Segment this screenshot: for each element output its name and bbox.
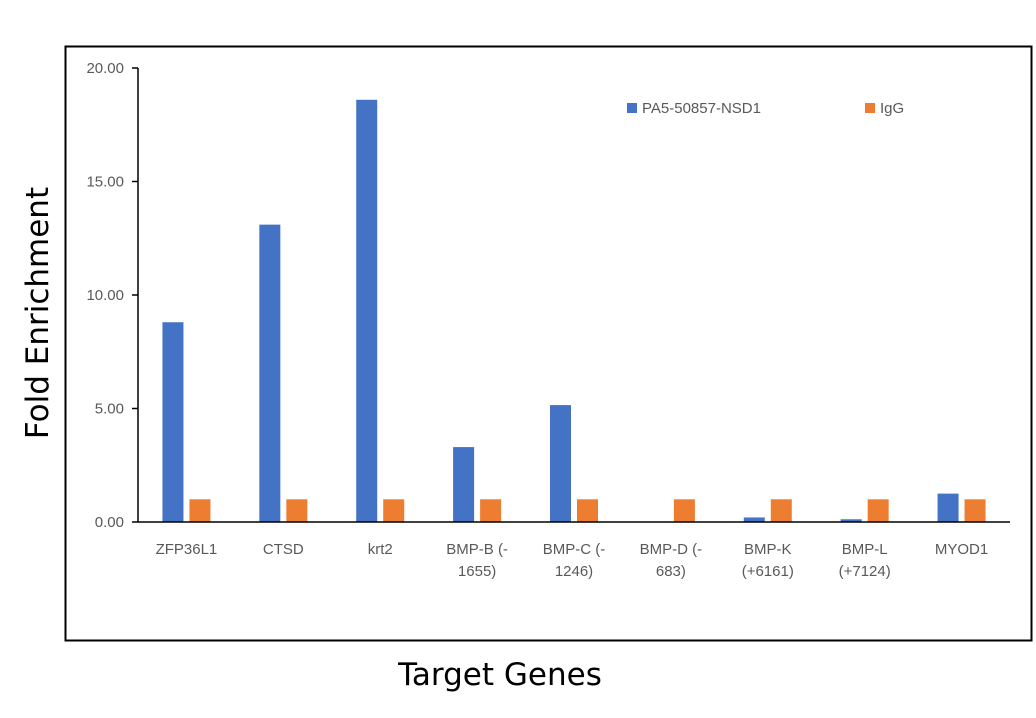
plot-area: 0.00 5.00 10.00 15.00 20.00 ZFP36L1 CTSD krt2 BM… [86, 60, 1010, 580]
chart-frame [64, 45, 1033, 642]
bar-igg [189, 499, 211, 522]
x-category-label: (+7124) [839, 563, 891, 580]
bar-igg [867, 499, 889, 522]
x-category-label: BMP-K [744, 541, 792, 558]
bar-primary [550, 405, 571, 522]
y-tick-label: 15.00 [86, 174, 124, 191]
x-category-label: BMP-D (- [640, 541, 703, 558]
bar-primary [453, 447, 475, 522]
legend: PA5-50857-NSD1 IgG [627, 100, 904, 117]
y-tick-label: 0.00 [95, 514, 124, 531]
bar-primary [356, 99, 378, 522]
y-axis-title: Fold Enrichment [20, 187, 56, 439]
bar-igg [770, 499, 792, 522]
x-category-label: 1655) [458, 563, 496, 580]
x-category-label: (+6161) [742, 563, 794, 580]
y-tick-label: 5.00 [95, 401, 124, 418]
bar-primary [162, 322, 184, 522]
x-category-label: BMP-C (- [543, 541, 606, 558]
legend-label: IgG [880, 100, 904, 117]
bar-igg [577, 499, 598, 522]
bar-igg [480, 499, 502, 522]
x-category-label: 1246) [555, 563, 593, 580]
x-axis-title: Target Genes [397, 657, 602, 693]
x-category-label: CTSD [263, 541, 304, 558]
x-category-label: krt2 [368, 541, 393, 558]
legend-swatch [865, 103, 875, 113]
bar-igg [673, 499, 695, 522]
legend-label: PA5-50857-NSD1 [642, 100, 761, 117]
bar-igg [383, 499, 405, 522]
bar-primary [259, 224, 281, 522]
y-tick-label: 20.00 [86, 60, 124, 77]
x-category-label: 683) [656, 563, 686, 580]
bar-primary [840, 519, 862, 522]
legend-swatch [627, 103, 637, 113]
x-category-label: MYOD1 [935, 541, 988, 558]
bar-igg [286, 499, 308, 522]
x-category-label: BMP-B (- [446, 541, 508, 558]
x-category-label: ZFP36L1 [156, 541, 218, 558]
x-category-label: BMP-L [842, 541, 888, 558]
bar-primary [937, 493, 959, 522]
bar-primary [743, 517, 765, 522]
bar-igg [964, 499, 986, 522]
y-tick-label: 10.00 [86, 287, 124, 304]
